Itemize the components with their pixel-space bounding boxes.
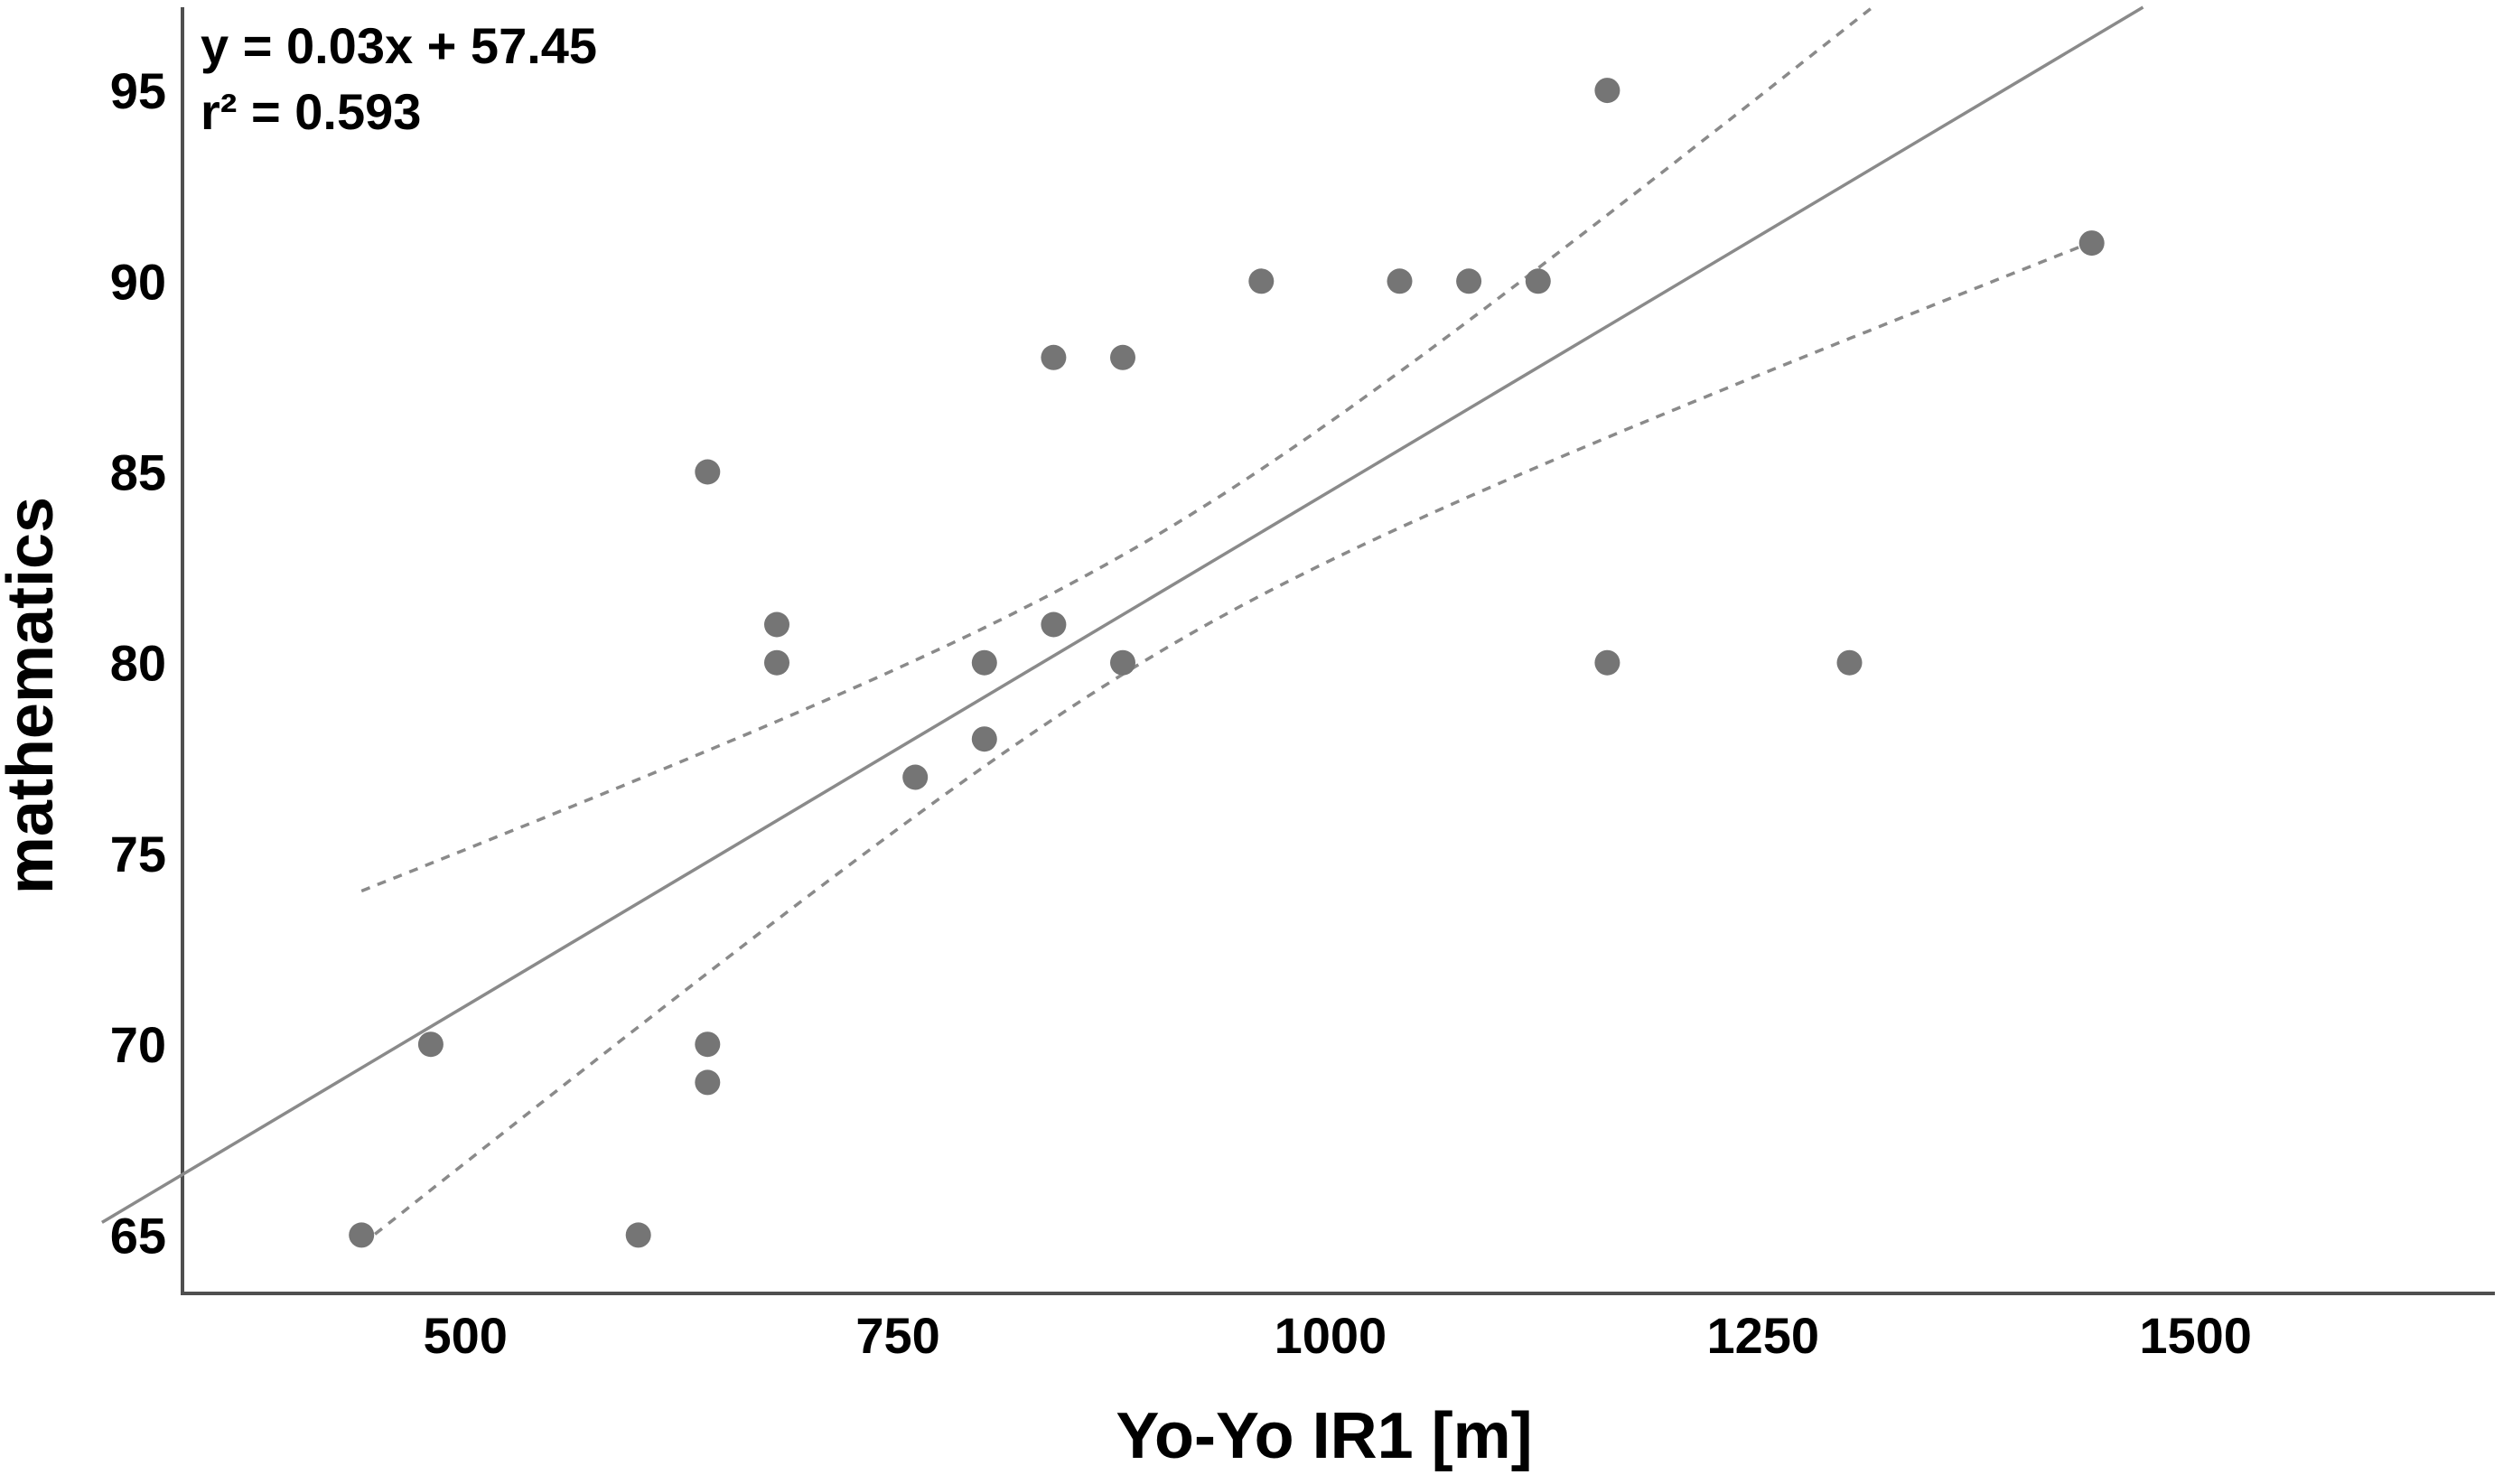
x-tick-label: 750 (855, 1307, 939, 1364)
regression-equation-label: y = 0.03x + 57.45 (201, 17, 597, 74)
y-tick-label: 70 (110, 1016, 166, 1073)
data-point (625, 1222, 651, 1248)
axis-lines (181, 7, 2495, 1295)
x-axis-title: Yo-Yo IR1 [m] (1116, 1400, 1532, 1472)
y-tick-label: 90 (110, 253, 166, 310)
y-tick-label: 80 (110, 635, 166, 692)
y-tick-label: 95 (110, 62, 166, 119)
plot-layer: 500 750 1000 1250 1500 65 70 75 80 85 90 95 (101, 5, 2495, 1364)
data-point (971, 726, 997, 752)
data-point (1525, 268, 1551, 294)
y-tick-label: 85 (110, 444, 166, 501)
data-point (695, 1069, 721, 1096)
ci-upper-dashed-line (360, 5, 1874, 893)
r-squared-label: r² = 0.593 (201, 83, 421, 140)
x-tick-label: 500 (423, 1307, 507, 1364)
data-point (1456, 268, 1482, 294)
data-point (902, 764, 929, 790)
data-point (695, 459, 721, 485)
data-point (349, 1222, 375, 1248)
data-point (1248, 268, 1275, 294)
data-point (1594, 649, 1620, 676)
ci-lower-dashed-line (360, 240, 2093, 1246)
data-point (417, 1031, 444, 1058)
regression-line (101, 5, 2144, 1224)
x-tick-label: 1000 (1275, 1307, 1387, 1364)
data-point (764, 649, 789, 676)
x-tick-label: 1250 (1706, 1307, 1819, 1364)
data-point (764, 611, 789, 638)
data-point (1387, 268, 1413, 294)
x-tick-label: 1500 (2139, 1307, 2252, 1364)
data-point (1594, 78, 1620, 104)
y-axis-title: mathematics (0, 497, 67, 894)
data-point (971, 649, 997, 676)
y-tick-label: 65 (110, 1207, 166, 1264)
data-point (1041, 611, 1067, 638)
data-point (1836, 649, 1863, 676)
y-tick-label: 75 (110, 826, 166, 882)
data-point (1110, 649, 1135, 676)
data-point (1110, 344, 1135, 370)
data-point (2078, 230, 2105, 257)
data-point (1041, 344, 1067, 370)
data-point (695, 1031, 721, 1058)
